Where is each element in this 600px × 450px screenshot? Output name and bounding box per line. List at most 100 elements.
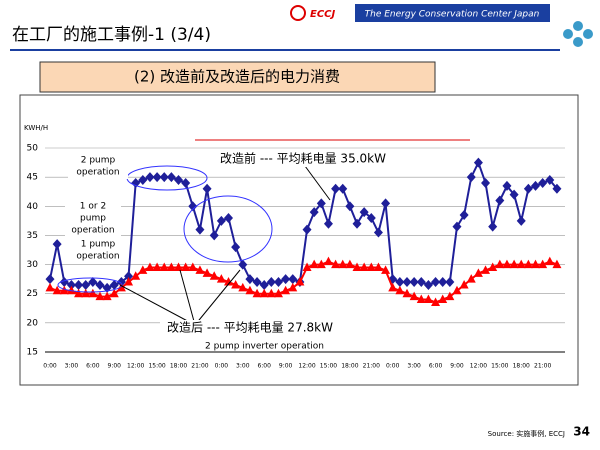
marker (52, 239, 62, 250)
marker (431, 277, 441, 288)
marker (81, 279, 91, 290)
marker (109, 279, 119, 290)
marker (345, 259, 355, 269)
marker (445, 291, 455, 301)
marker (131, 177, 141, 188)
marker (266, 277, 276, 288)
x-tick-label: 9:00 (108, 363, 122, 370)
marker (181, 262, 191, 271)
marker (552, 183, 562, 194)
marker (231, 242, 241, 253)
marker (259, 288, 269, 298)
label-bg (217, 151, 443, 167)
marker (95, 279, 105, 290)
marker (152, 262, 162, 271)
marker (88, 277, 98, 288)
marker (409, 291, 419, 301)
marker (138, 175, 148, 186)
label-bg (65, 199, 121, 237)
marker (331, 259, 341, 269)
marker (416, 294, 426, 304)
marker (74, 279, 84, 290)
marker (452, 221, 462, 232)
marker (531, 180, 541, 191)
marker (323, 218, 333, 229)
marker (352, 218, 362, 229)
marker (366, 262, 376, 271)
marker (466, 172, 476, 183)
clover-icon (563, 21, 593, 47)
marker (145, 172, 155, 183)
chart-frame (19, 94, 579, 386)
marker (216, 274, 226, 283)
marker (552, 259, 562, 269)
y-tick-label: 20 (27, 318, 39, 328)
annotation: pump (80, 214, 106, 224)
marker (316, 198, 326, 209)
marker (481, 177, 491, 188)
marker (145, 262, 155, 271)
marker (45, 274, 55, 285)
marker (273, 288, 283, 298)
marker (66, 285, 76, 295)
marker (252, 277, 262, 288)
marker (516, 215, 526, 226)
marker (159, 262, 169, 271)
marker (159, 172, 169, 183)
marker (195, 224, 205, 235)
marker (352, 262, 362, 271)
marker (438, 277, 448, 288)
marker (302, 224, 312, 235)
marker (423, 294, 433, 304)
org-banner (355, 4, 550, 22)
marker (52, 285, 62, 295)
annotation: operation (76, 168, 119, 178)
marker (381, 198, 391, 209)
org: The Energy Conservation Center Japan (365, 10, 540, 20)
y-axis-label: KWH/H (24, 124, 48, 132)
marker (188, 201, 198, 212)
annotation: 改造前 --- 平均耗电量 35.0kW (220, 151, 386, 166)
annotation: 改造后 --- 平均耗电量 27.8kW (167, 321, 333, 335)
highlight (183, 195, 273, 263)
marker (281, 274, 291, 285)
x-tick-label: 21:00 (363, 363, 380, 370)
marker (309, 259, 319, 269)
marker (109, 288, 119, 298)
marker (124, 271, 134, 282)
x-tick-label: 0:00 (386, 363, 400, 370)
annotation: 2 pump inverter operation (205, 342, 324, 352)
marker (316, 259, 326, 269)
marker (259, 279, 269, 290)
marker (238, 259, 248, 270)
marker (516, 259, 526, 269)
marker (59, 277, 69, 288)
x-tick-label: 12:00 (127, 363, 144, 370)
marker (116, 277, 126, 288)
marker (452, 285, 462, 295)
marker (152, 172, 162, 183)
marker (166, 172, 176, 183)
x-tick-label: 6:00 (257, 363, 271, 370)
marker (202, 183, 212, 194)
marker (388, 282, 398, 292)
x-tick-label: 18:00 (513, 363, 530, 370)
x-tick-label: 18:00 (341, 363, 358, 370)
marker (281, 285, 291, 295)
marker (473, 268, 483, 277)
x-tick-label: 6:00 (429, 363, 443, 370)
marker (224, 212, 233, 223)
marker (438, 294, 448, 304)
marker (488, 221, 498, 232)
marker (495, 259, 505, 269)
subtitle: (2) 改造前及改造后的电力消费 (134, 68, 340, 86)
marker (209, 230, 219, 241)
x-tick-label: 0:00 (43, 363, 57, 370)
page-number: 34 (573, 425, 590, 439)
y-tick-label: 50 (27, 144, 39, 154)
marker (409, 277, 419, 288)
marker (266, 288, 276, 298)
source: Source: 实施事例, ECCJ (488, 429, 565, 438)
marker (309, 207, 319, 218)
